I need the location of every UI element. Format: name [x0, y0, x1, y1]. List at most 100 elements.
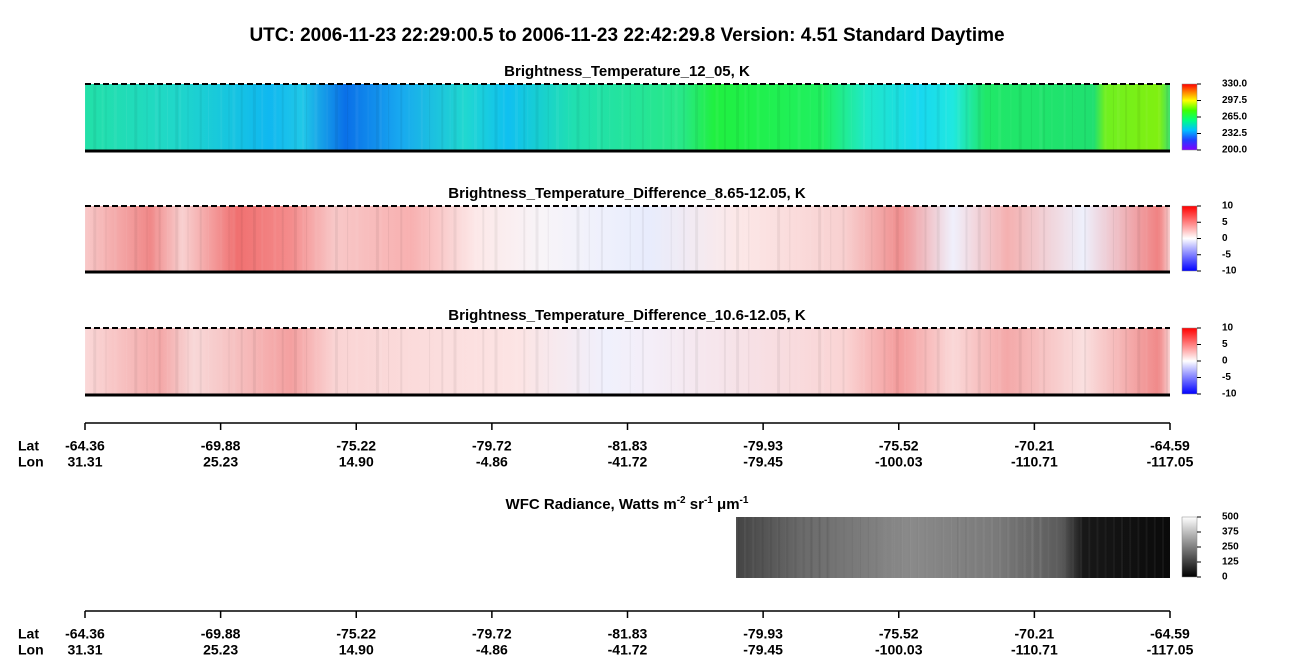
swath-texture — [1161, 517, 1165, 578]
swath-texture — [261, 328, 264, 395]
swath-texture — [1043, 328, 1046, 395]
lat-value: -75.22 — [336, 438, 376, 454]
swath-texture — [1162, 517, 1164, 578]
swath-texture — [957, 517, 960, 578]
swath-texture — [1030, 517, 1032, 578]
swath-texture — [367, 206, 369, 272]
swath-texture — [199, 328, 202, 395]
swath-texture — [965, 328, 968, 395]
swath-texture — [293, 84, 297, 151]
swath-texture — [916, 517, 919, 578]
swath-texture — [146, 328, 148, 395]
swath-texture — [703, 206, 706, 272]
swath-texture — [1006, 517, 1008, 578]
swath-texture — [801, 517, 803, 578]
swath-texture — [1018, 328, 1022, 395]
swath-texture — [744, 517, 746, 578]
lat-value: -64.59 — [1150, 626, 1190, 642]
swath-texture — [1092, 206, 1094, 272]
swath-texture — [748, 84, 750, 151]
swath-texture — [756, 84, 760, 151]
swath-texture — [785, 517, 787, 578]
swath-texture — [515, 206, 518, 272]
swath-texture — [494, 84, 498, 151]
lat-value: -81.83 — [608, 626, 648, 642]
swath-texture — [965, 206, 968, 272]
swath-texture — [474, 84, 477, 151]
swath-texture — [1153, 517, 1156, 578]
swath-texture — [998, 328, 1002, 395]
panel-title: Brightness_Temperature_Difference_10.6-1… — [448, 307, 806, 324]
swath-texture — [895, 206, 899, 272]
swath-texture — [1047, 517, 1049, 578]
swath-texture — [420, 84, 423, 151]
swath-texture — [859, 517, 860, 578]
panel-title: WFC Radiance, Watts m-2 sr-1 μm-1 — [506, 495, 749, 513]
swath-texture — [924, 517, 928, 578]
swath-texture — [1096, 517, 1099, 578]
swath-texture — [703, 328, 706, 395]
swath-texture — [1010, 328, 1012, 395]
lat-value: -81.83 — [608, 438, 648, 454]
swath-texture — [461, 328, 464, 395]
swath-texture — [875, 517, 877, 578]
lat-label: Lat — [18, 626, 39, 642]
swath-texture — [916, 84, 920, 151]
swath-texture — [105, 84, 107, 151]
swath-texture — [1092, 328, 1094, 395]
lon-label: Lon — [18, 454, 44, 470]
swath-texture — [1104, 517, 1107, 578]
swath-texture — [588, 84, 590, 151]
swath-texture — [281, 328, 284, 395]
swath-texture — [989, 206, 991, 272]
swath-texture — [998, 517, 1002, 578]
swath-texture — [932, 517, 935, 578]
swath-texture — [429, 328, 431, 395]
swath-texture — [916, 206, 920, 272]
swath-texture — [1137, 206, 1141, 272]
swath-texture — [989, 328, 991, 395]
swath-texture — [1116, 206, 1120, 272]
swath-texture — [535, 328, 539, 395]
swath-texture — [375, 206, 379, 272]
colorbar-tick-label: 0 — [1222, 356, 1228, 367]
swath-texture — [347, 328, 349, 395]
swath-texture — [1080, 517, 1082, 578]
swath-texture — [306, 84, 308, 151]
swath-texture — [744, 206, 747, 272]
swath-texture — [883, 517, 885, 578]
swath-texture — [334, 328, 338, 395]
swath-texture — [797, 206, 801, 272]
swath-texture — [777, 517, 781, 578]
swath-texture — [641, 206, 644, 272]
swath-texture — [1039, 517, 1043, 578]
swath-texture — [965, 517, 967, 578]
swath-texture — [232, 328, 236, 395]
swath-texture — [1039, 517, 1041, 578]
swath-texture — [863, 206, 865, 272]
swath-texture — [314, 84, 318, 151]
swath-texture — [768, 206, 770, 272]
swath-texture — [379, 206, 382, 272]
swath-texture — [809, 517, 812, 578]
swath-texture — [662, 328, 665, 395]
swath-texture — [777, 84, 781, 151]
swath-texture — [891, 328, 893, 395]
swath-texture — [756, 206, 760, 272]
swath-texture — [818, 328, 822, 395]
lon-value: 14.90 — [339, 642, 374, 658]
swath-texture — [1039, 328, 1043, 395]
swath-texture — [146, 84, 148, 151]
swath-texture — [768, 517, 772, 578]
swath-texture — [375, 328, 379, 395]
swath-texture — [134, 328, 138, 395]
swath-texture — [957, 517, 959, 578]
swath-texture — [1055, 517, 1057, 578]
swath-texture — [969, 84, 971, 151]
swath-texture — [1063, 517, 1065, 578]
swath-texture — [736, 517, 739, 578]
swath-texture — [408, 328, 410, 395]
swath-texture — [1084, 206, 1087, 272]
swath-texture — [609, 328, 611, 395]
swath-texture — [167, 328, 168, 395]
